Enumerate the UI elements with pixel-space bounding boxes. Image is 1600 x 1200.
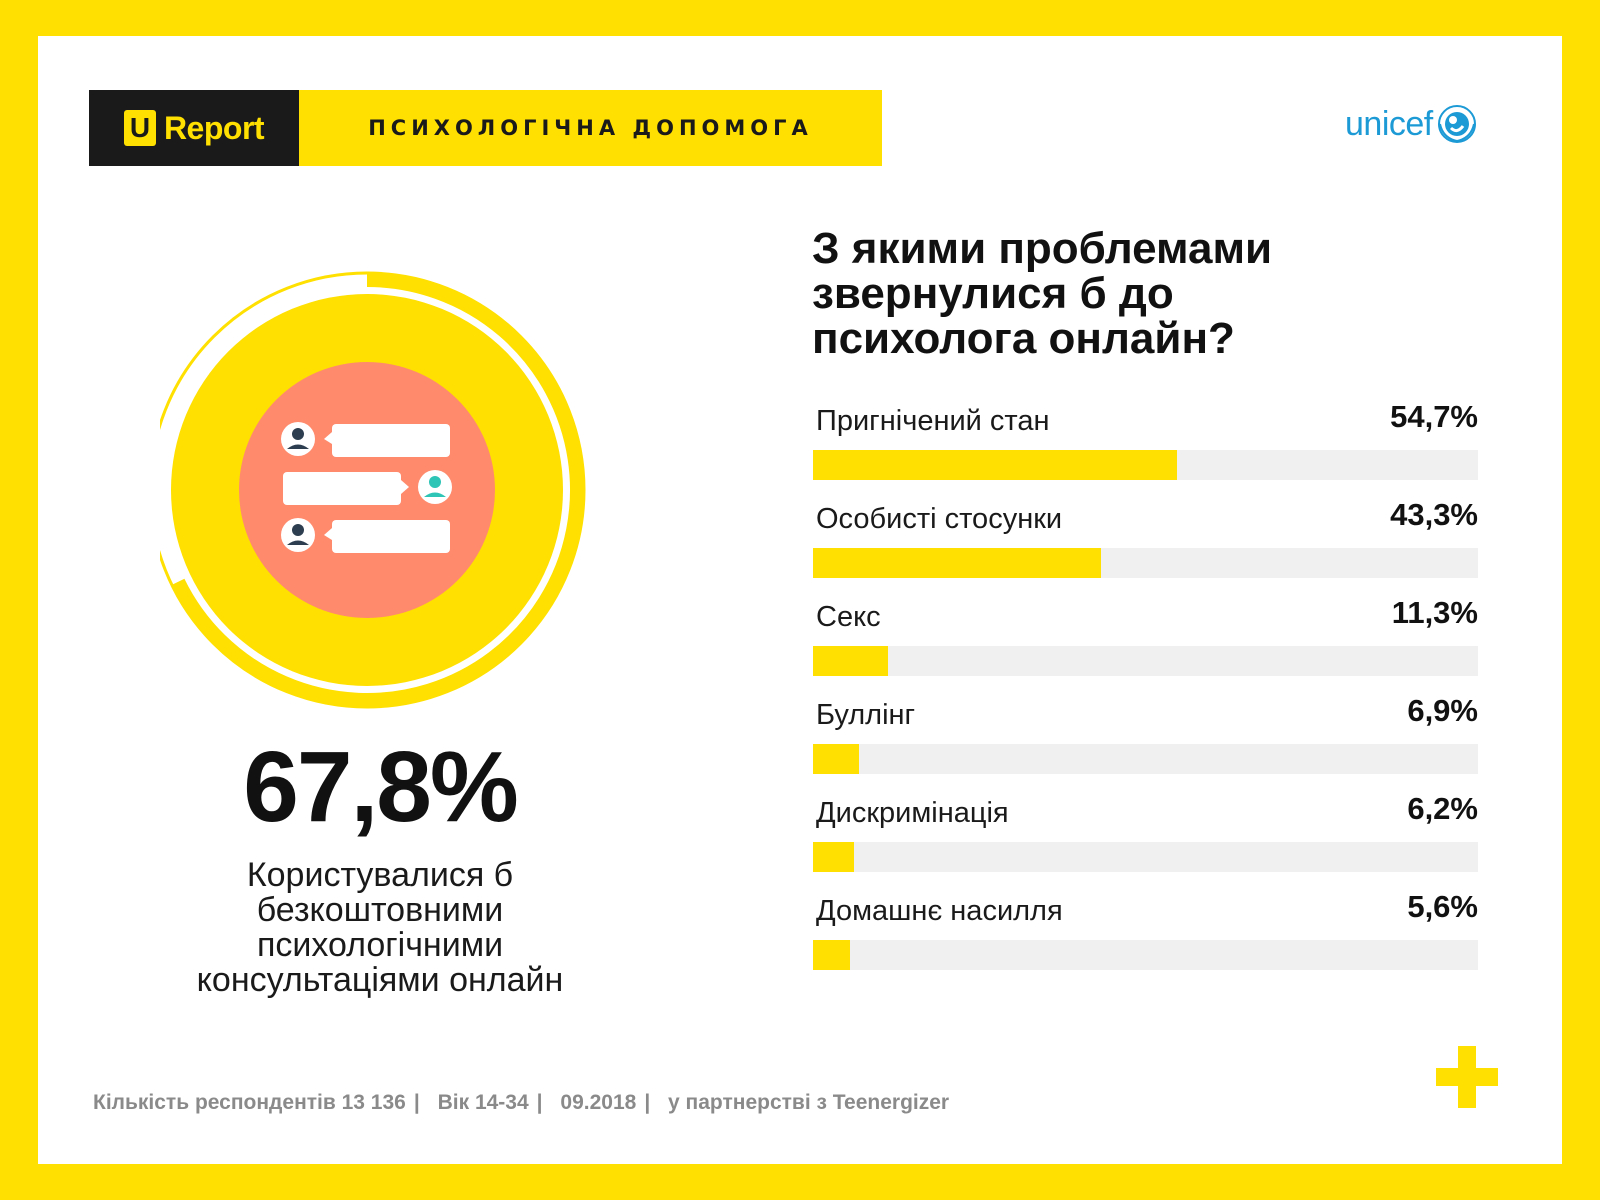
highlight-caption-line: Користувалися б [246, 856, 514, 894]
bar-row: Секс 11,3% [813, 595, 1478, 691]
bar-label: Дискримінація [816, 797, 1009, 829]
bar [813, 548, 1101, 578]
bar-value-label: 11,3% [1391, 595, 1478, 630]
bar-row: Дискримінація 6,2% [813, 791, 1478, 887]
chart-title: З якими проблемами звернулися б до психо… [812, 226, 1512, 361]
bar-track [813, 450, 1478, 480]
ureport-logo-mark: U [123, 110, 156, 146]
highlight-value: 67,8% [243, 731, 519, 843]
chat-illustration [160, 271, 586, 709]
footer-date: 09.2018 [560, 1091, 637, 1114]
bar-label: Буллінг [816, 699, 916, 731]
bar-label: Пригнічений стан [816, 405, 1050, 437]
unicef-logo: unicef [1345, 104, 1477, 144]
chart-title-line: З якими проблемами [812, 224, 1273, 273]
chart-title-line: психолога онлайн? [812, 314, 1235, 363]
bar-track [813, 548, 1478, 578]
bar [813, 940, 850, 970]
bar-value-label: 5,6% [1407, 889, 1478, 924]
header-band: ПСИХОЛОГІЧНА ДОПОМОГА [299, 90, 882, 166]
bar-label: Особисті стосунки [816, 503, 1063, 535]
bar-row: Буллінг 6,9% [813, 693, 1478, 789]
footer-separator: | [536, 1091, 543, 1114]
bar-value-label: 54,7% [1390, 399, 1478, 434]
chat-icon [281, 422, 452, 553]
footer-separator: | [644, 1091, 651, 1114]
bar-track [813, 940, 1478, 970]
highlight-caption-line: консультаціями онлайн [196, 961, 564, 999]
footer-partner: у партнерстві з Teenergizer [668, 1091, 950, 1114]
bar-track [813, 842, 1478, 872]
bar-track [813, 744, 1478, 774]
unicef-logo-text: unicef [1345, 104, 1433, 143]
bar-row: Особисті стосунки 43,3% [813, 497, 1478, 593]
unicef-emblem-icon [1437, 105, 1476, 143]
progress-arc [171, 273, 584, 707]
bar [813, 450, 1177, 480]
bar-label: Домашнє насилля [816, 895, 1063, 927]
page-title: ПСИХОЛОГІЧНА ДОПОМОГА [368, 116, 813, 140]
bar-track [813, 646, 1478, 676]
plus-icon [1436, 1046, 1498, 1108]
bar-row: Домашнє насилля 5,6% [813, 889, 1478, 985]
ureport-logo: U Report [89, 90, 299, 166]
bar [813, 646, 888, 676]
chart-title-line: звернулися б до [812, 269, 1174, 318]
footer-age: Вік 14-34 [437, 1091, 529, 1114]
bar [813, 842, 854, 872]
footer-info: Кількість респондентів 13 136 | Вік 14-34… [93, 1091, 949, 1115]
footer-separator: | [413, 1091, 420, 1114]
bar-value-label: 6,9% [1407, 693, 1478, 728]
bar-value-label: 6,2% [1407, 791, 1478, 826]
highlight-caption-line: безкоштовними [256, 891, 504, 929]
ureport-logo-text: Report [163, 109, 265, 146]
bar [813, 744, 859, 774]
bar-row: Пригнічений стан 54,7% [813, 399, 1478, 495]
footer-respondents: Кількість респондентів 13 136 [93, 1091, 406, 1114]
highlight-caption-line: психологічними [256, 926, 504, 964]
bar-value-label: 43,3% [1390, 497, 1478, 532]
bar-label: Секс [816, 601, 881, 633]
highlight-caption: Користувалися б безкоштовними психологіч… [130, 858, 630, 998]
